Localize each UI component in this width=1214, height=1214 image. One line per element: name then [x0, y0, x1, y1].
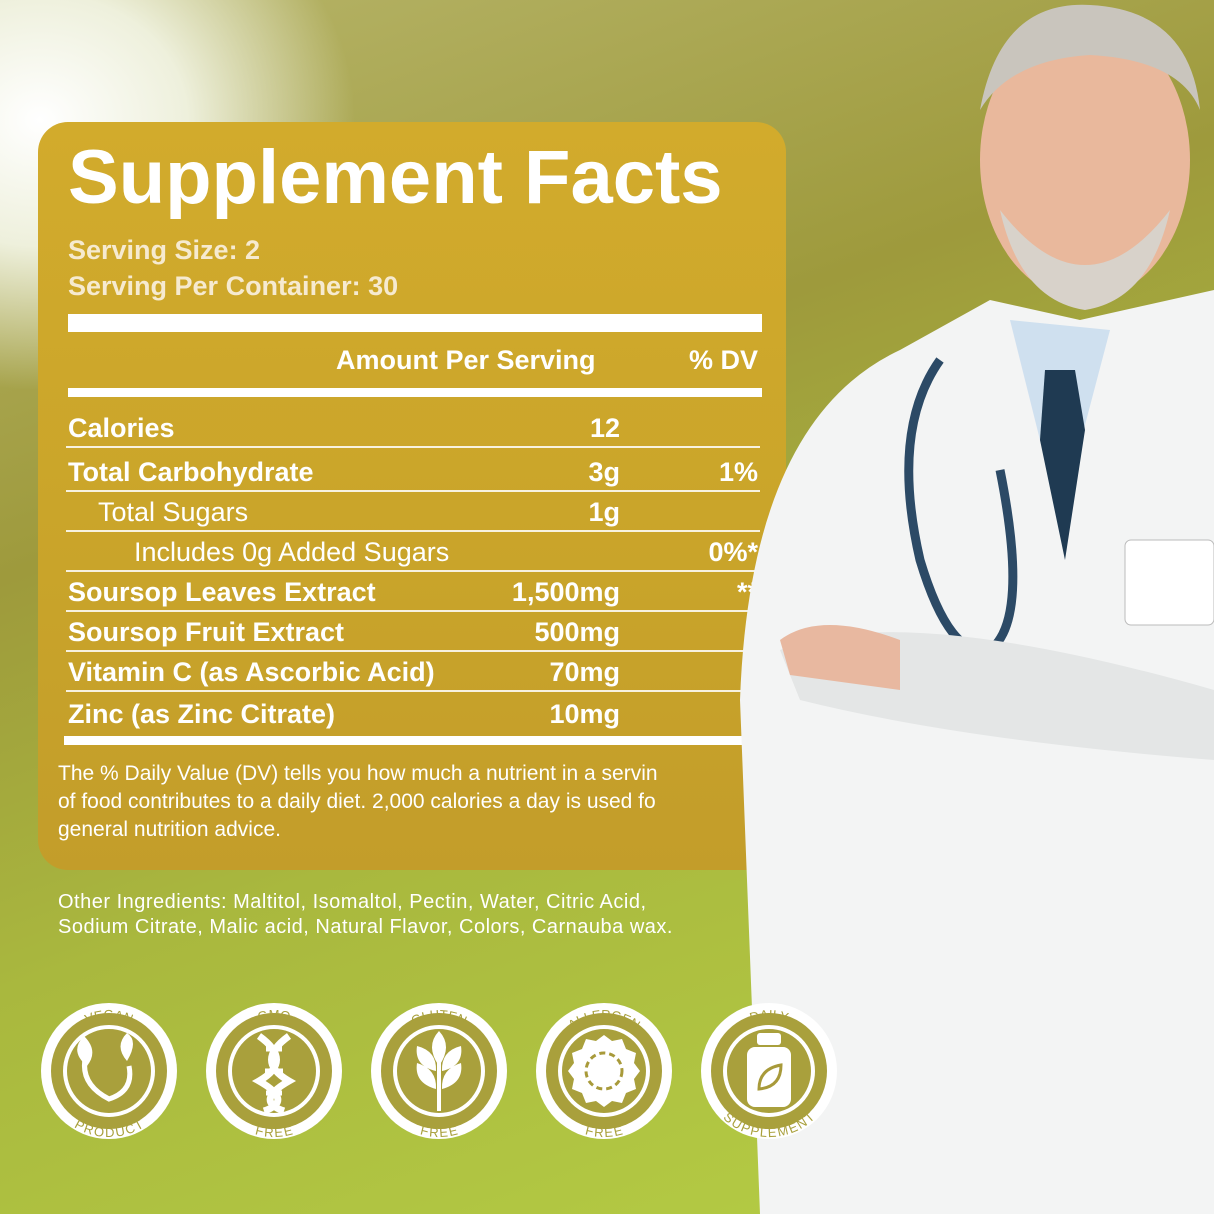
badge-vegan: VEGAN PRODUCT — [38, 1000, 180, 1142]
supplement-facts-panel: Supplement Facts Serving Size: 2 Serving… — [38, 122, 786, 870]
badge-bottom-label: PRODUCT — [72, 1116, 146, 1140]
divider-bottom — [64, 736, 758, 745]
allergen-icon — [568, 1035, 640, 1107]
nutrient-row: Vitamin C (as Ascorbic Acid)70mg* — [66, 652, 760, 692]
other-ingredients: Other Ingredients: Maltitol, Isomaltol, … — [58, 891, 673, 938]
svg-text:VEGAN: VEGAN — [83, 1007, 135, 1027]
nutrient-row: Calories 12 — [66, 408, 760, 448]
badge-top-label: GMO — [256, 1007, 292, 1024]
badge-gmo: GMO FREE — [203, 1000, 345, 1142]
badge-allergen: ALLERGEN FREE — [533, 1000, 675, 1142]
divider-thick — [68, 314, 762, 332]
serving-per-container: Serving Per Container: 30 — [68, 271, 399, 301]
badge-daily: DAILY SUPPLEMENT — [698, 1000, 840, 1142]
nutrient-row: Total Carbohydrate 3g 1% — [66, 450, 760, 492]
dv-header: % DV — [688, 345, 758, 375]
dv-note: The % Daily Value (DV) tells you how muc… — [58, 762, 658, 841]
svg-text:PRODUCT: PRODUCT — [72, 1116, 146, 1140]
nutrient-row: Zinc (as Zinc Citrate)10mg* — [68, 699, 758, 729]
badge-top-label: GLUTEN — [409, 1007, 469, 1028]
nutrient-row: Total Sugars 1g — [66, 492, 760, 532]
nutrient-row: Includes 0g Added Sugars 0%* — [66, 532, 760, 572]
leaves-icon — [77, 1033, 133, 1102]
facts-title: Supplement Facts — [68, 135, 723, 220]
dna-icon — [251, 1033, 297, 1115]
svg-text:GMO: GMO — [256, 1007, 292, 1024]
wheat-icon — [416, 1031, 462, 1111]
amount-header: Amount Per Serving — [336, 345, 596, 375]
divider-medium — [68, 388, 762, 397]
badge-top-label: VEGAN — [83, 1007, 135, 1027]
bottle-icon — [747, 1033, 791, 1107]
svg-text:GLUTEN: GLUTEN — [409, 1007, 469, 1028]
serving-size: Serving Size: 2 — [68, 235, 261, 265]
badge-gluten: GLUTEN FREE — [368, 1000, 510, 1142]
